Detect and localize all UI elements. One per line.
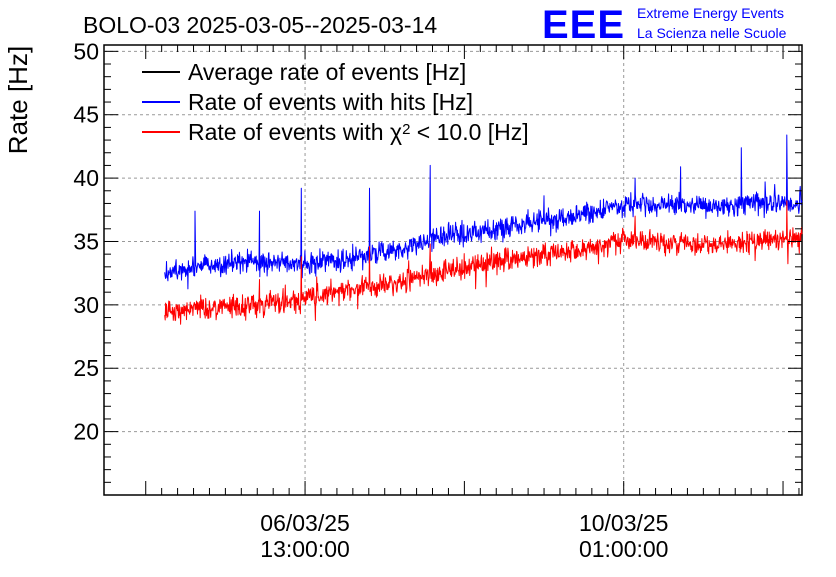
x-tick-label-time: 13:00:00	[260, 536, 350, 562]
x-tick-label-time: 01:00:00	[579, 536, 669, 562]
series-line-2	[164, 200, 803, 325]
y-tick-label: 20	[73, 419, 99, 445]
logo-line-2: La Scienza nelle Scuole	[637, 25, 787, 41]
chart-title: BOLO-03 2025-03-05--2025-03-14	[83, 12, 437, 38]
eee-logo: EEE Extreme Energy Events La Scienza nel…	[542, 3, 787, 47]
y-axis-label: Rate [Hz]	[3, 46, 33, 154]
y-tick-label: 35	[73, 228, 99, 254]
legend-label: Average rate of events [Hz]	[188, 59, 466, 85]
y-tick-label: 30	[73, 292, 99, 318]
logo-text: EEE	[542, 3, 625, 47]
series-layer	[164, 134, 803, 325]
y-tick-label: 40	[73, 165, 99, 191]
x-tick-label-date: 10/03/25	[579, 510, 669, 536]
x-tick-label-date: 06/03/25	[260, 510, 350, 536]
plot-area	[103, 44, 803, 496]
y-tick-label: 25	[73, 355, 99, 381]
y-tick-label: 50	[73, 38, 99, 64]
y-tick-label: 45	[73, 102, 99, 128]
grid-layer	[104, 45, 802, 495]
series-line-1	[164, 134, 803, 290]
legend: Average rate of events [Hz] Rate of event…	[142, 59, 529, 145]
legend-label: Rate of events with χ2 < 10.0 [Hz]	[188, 119, 529, 145]
legend-label: Rate of events with hits [Hz]	[188, 89, 473, 115]
logo-line-1: Extreme Energy Events	[637, 5, 784, 21]
